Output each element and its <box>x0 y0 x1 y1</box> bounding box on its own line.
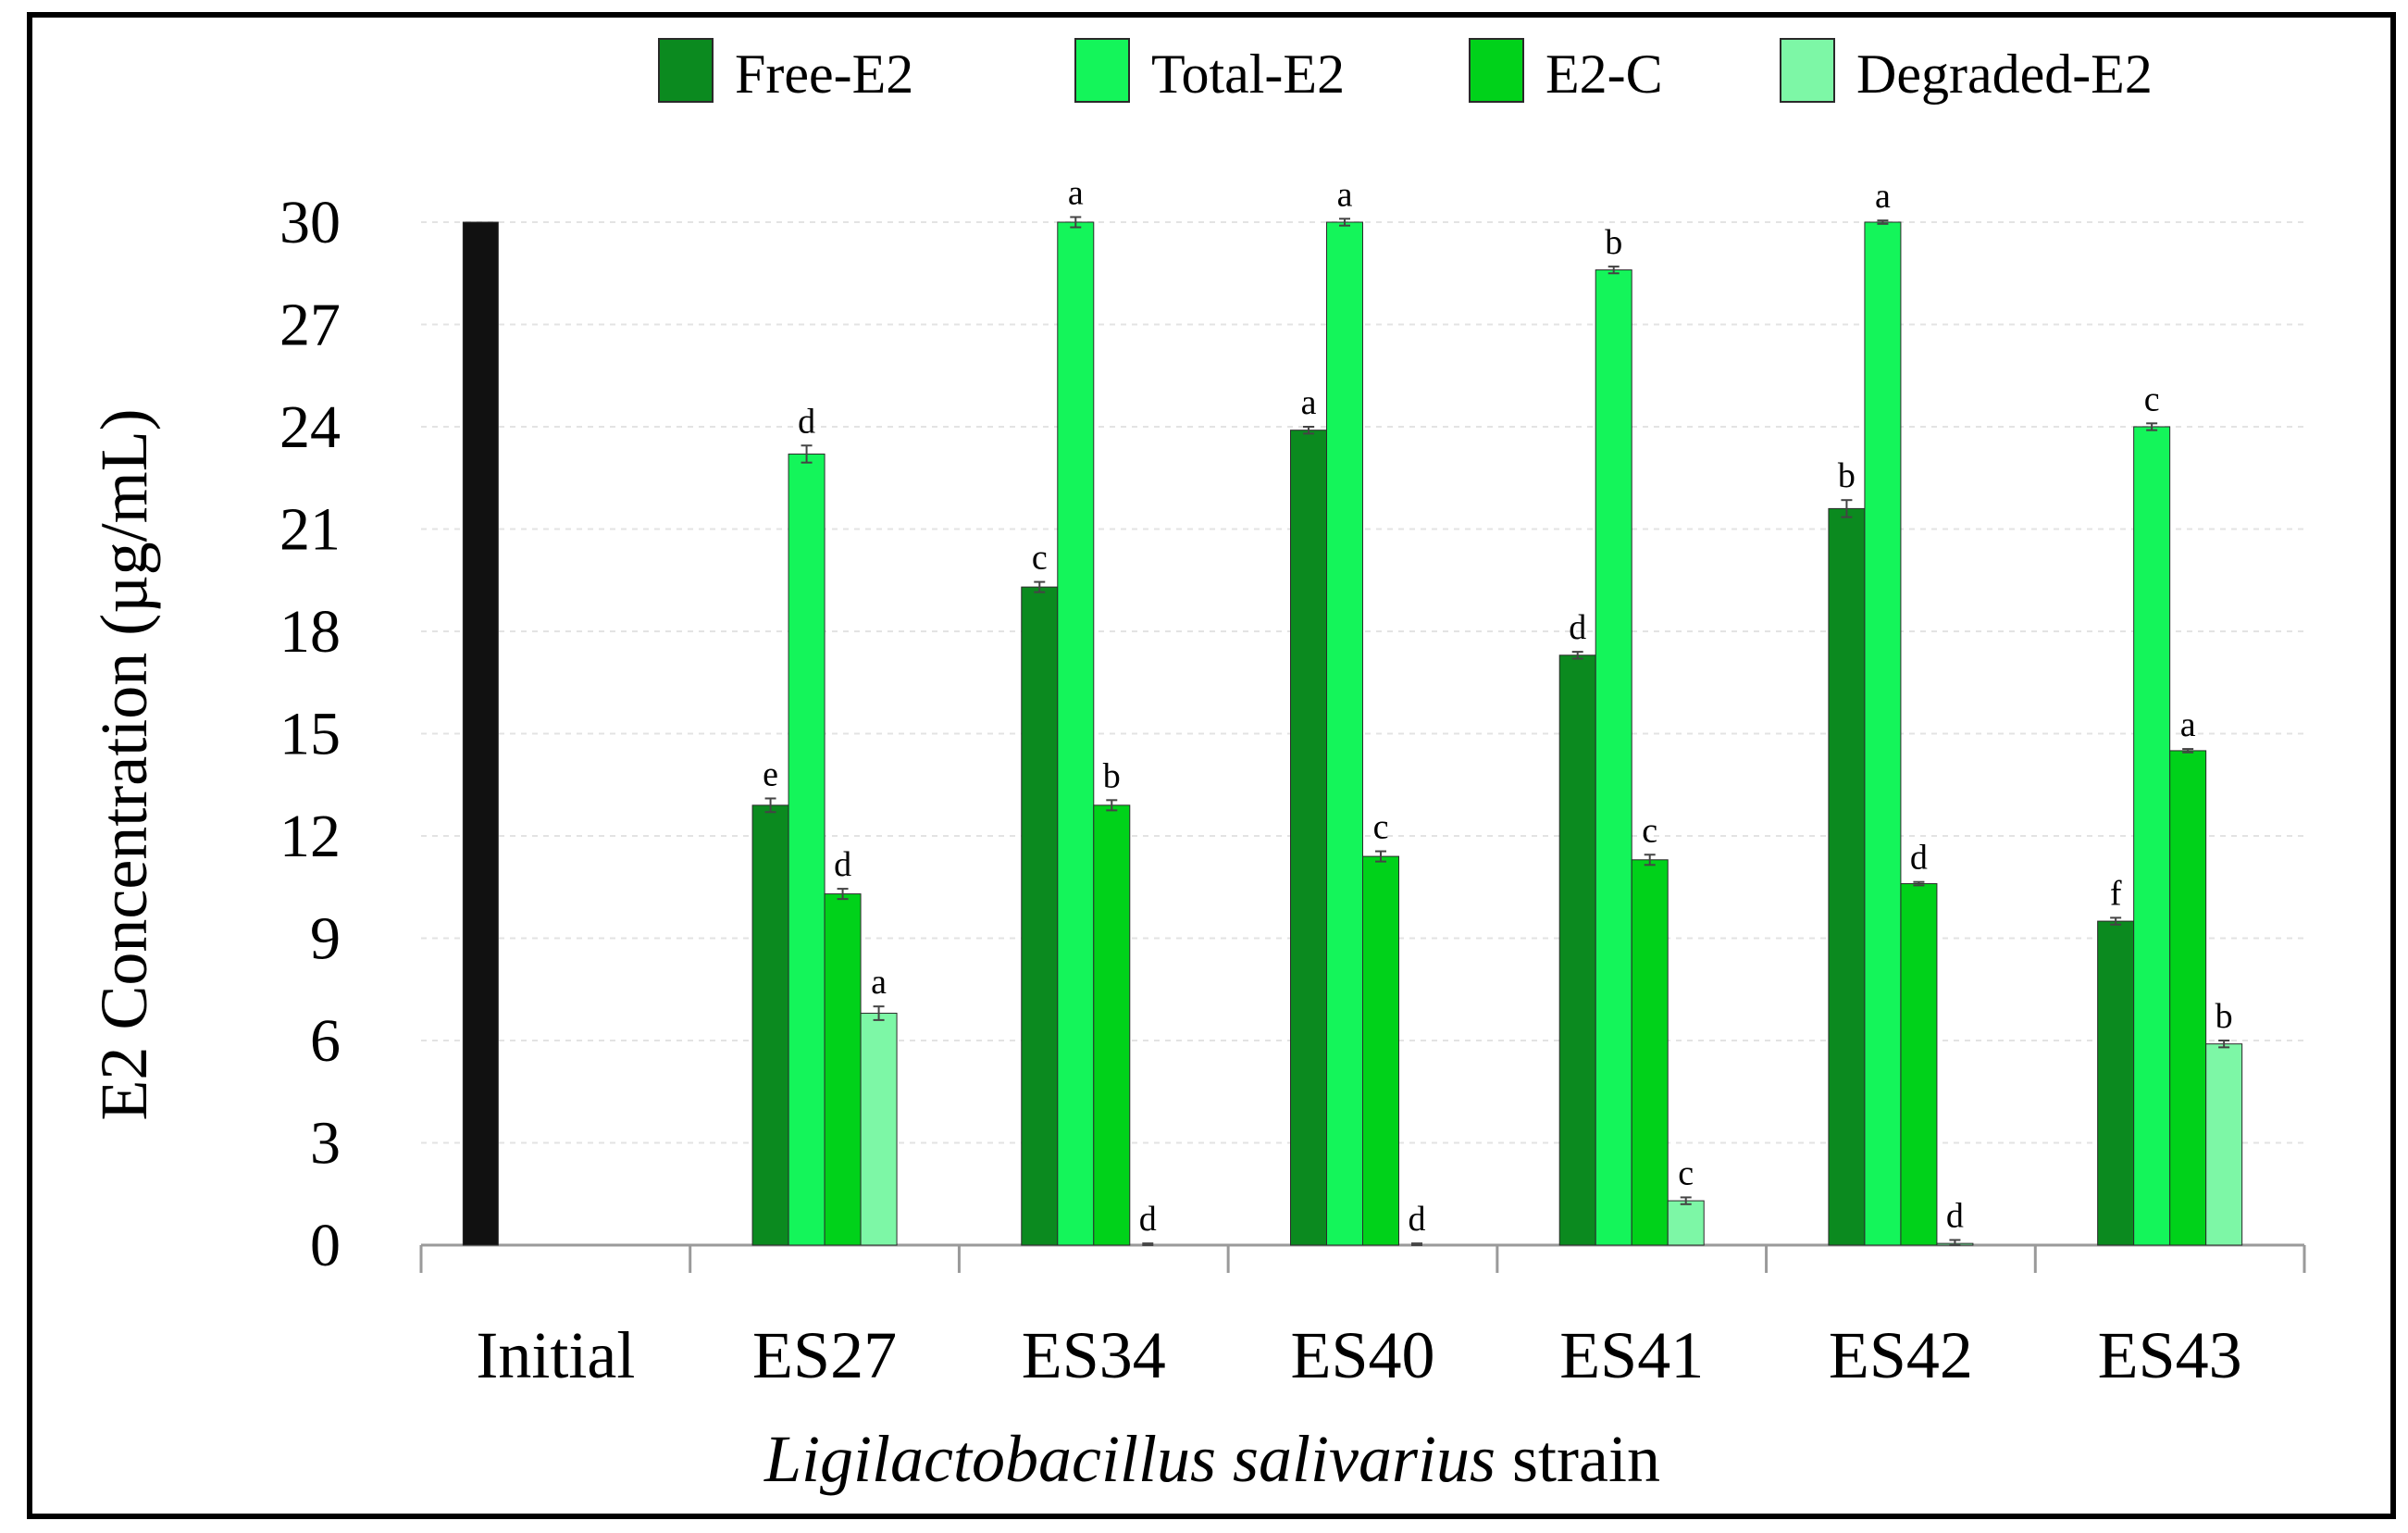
x-axis-title: Ligilactobacillus salivarius strain <box>763 1422 1660 1496</box>
significance-letter: a <box>1337 175 1353 214</box>
legend-swatch-free-e2 <box>658 38 714 103</box>
y-tick-label: 24 <box>279 393 341 461</box>
significance-letter: b <box>1605 223 1622 262</box>
significance-letter: d <box>1910 839 1928 878</box>
significance-letter: a <box>1068 173 1084 212</box>
significance-letter: a <box>2180 705 2196 744</box>
bar-e2-c-es40 <box>1362 855 1399 1246</box>
bar-degraded-e2-es41 <box>1667 1200 1705 1246</box>
bar-total-e2-es41 <box>1595 269 1632 1246</box>
y-tick-labels: 0 3 6 9 12 15 18 21 24 27 30 <box>279 189 341 1279</box>
bar-e2-c-es43 <box>2169 750 2207 1246</box>
x-category-label: Initial <box>476 1318 635 1392</box>
bar-total-e2-es43 <box>2133 426 2171 1246</box>
y-tick-label: 0 <box>310 1212 341 1279</box>
y-tick-label: 30 <box>279 189 341 256</box>
x-category-label: ES40 <box>1290 1318 1434 1392</box>
x-category-label: ES41 <box>1559 1318 1704 1392</box>
bar-free-e2-es43 <box>2097 920 2135 1246</box>
x-category-label: ES43 <box>2098 1318 2242 1392</box>
significance-letter: c <box>1642 811 1657 850</box>
bar-degraded-e2-es43 <box>2205 1043 2243 1246</box>
y-tick-label: 21 <box>279 496 341 564</box>
grid-lines <box>421 221 2304 1144</box>
significance-letter: b <box>2216 997 2233 1036</box>
significance-letter: c <box>2144 380 2160 418</box>
y-tick-label: 18 <box>279 598 341 666</box>
bar-free-e2-es42 <box>1828 507 1866 1246</box>
legend-label-e2-c: E2-C <box>1545 44 1663 105</box>
y-tick-label: 12 <box>279 803 341 870</box>
y-axis-title: E2 Concentration (µg/mL) <box>87 408 161 1120</box>
x-category-label: ES34 <box>1022 1318 1166 1392</box>
significance-letter: f <box>2110 874 2122 913</box>
y-tick-label: 15 <box>279 701 341 768</box>
legend-label-degraded-e2: Degraded-E2 <box>1856 44 2153 105</box>
significance-letter: d <box>1946 1196 1964 1235</box>
y-tick-label: 9 <box>310 905 341 973</box>
significance-letter: c <box>1678 1153 1694 1192</box>
significance-letter: c <box>1373 808 1389 847</box>
bar-total-e2-es34 <box>1057 221 1095 1246</box>
chart-frame <box>27 12 2396 1519</box>
bar-e2-c-es27 <box>824 893 862 1246</box>
significance-letter: a <box>871 963 887 1002</box>
bar-total-e2-es27 <box>788 453 825 1246</box>
significance-letter: d <box>1569 608 1586 647</box>
significance-letter: a <box>1301 383 1317 422</box>
legend-swatch-degraded-e2 <box>1780 38 1835 103</box>
legend-label-free-e2: Free-E2 <box>735 44 913 105</box>
x-axis-title-species: Ligilactobacillus salivarius <box>763 1422 1496 1496</box>
bars <box>462 216 2243 1246</box>
significance-letter: d <box>1139 1200 1157 1239</box>
bar-total-e2-es40 <box>1326 221 1363 1246</box>
x-category-labels: Initial ES27 ES34 ES40 ES41 ES42 ES43 <box>476 1318 2241 1392</box>
significance-letter: d <box>1409 1200 1426 1239</box>
bar-total-e2-es42 <box>1864 221 1902 1246</box>
x-axis-title-suffix: strain <box>1496 1422 1660 1496</box>
bar-e2-c-es42 <box>1900 883 1938 1246</box>
bar-free-e2-es27 <box>751 804 789 1246</box>
bar-degraded-e2-es27 <box>860 1013 898 1246</box>
y-tick-label: 6 <box>310 1007 341 1075</box>
significance-letter: b <box>1838 456 1856 495</box>
legend-swatch-e2-c <box>1469 38 1524 103</box>
significance-letter: d <box>834 845 851 884</box>
legend: Free-E2 Total-E2 E2-C Degraded-E2 <box>658 38 2153 105</box>
legend-label-total-e2: Total-E2 <box>1151 44 1345 105</box>
x-category-label: ES27 <box>752 1318 897 1392</box>
legend-swatch-total-e2 <box>1074 38 1130 103</box>
y-tick-label: 3 <box>310 1110 341 1178</box>
bar-free-e2-es41 <box>1558 654 1596 1246</box>
significance-letters: e c a d b f d a a b a c d b c c d a a d d c d b <box>763 173 2233 1239</box>
bar-e2-c-es41 <box>1631 859 1669 1246</box>
bar-initial <box>462 221 499 1246</box>
significance-letter: d <box>798 402 815 441</box>
x-category-label: ES42 <box>1829 1318 1973 1392</box>
bar-free-e2-es34 <box>1021 586 1059 1246</box>
bar-free-e2-es40 <box>1290 430 1327 1246</box>
significance-letter: e <box>763 754 778 793</box>
significance-letter: c <box>1032 539 1048 578</box>
significance-letter: a <box>1875 177 1891 216</box>
bar-e2-c-es34 <box>1093 804 1131 1246</box>
significance-letter: b <box>1103 756 1121 795</box>
y-tick-label: 27 <box>279 292 341 359</box>
